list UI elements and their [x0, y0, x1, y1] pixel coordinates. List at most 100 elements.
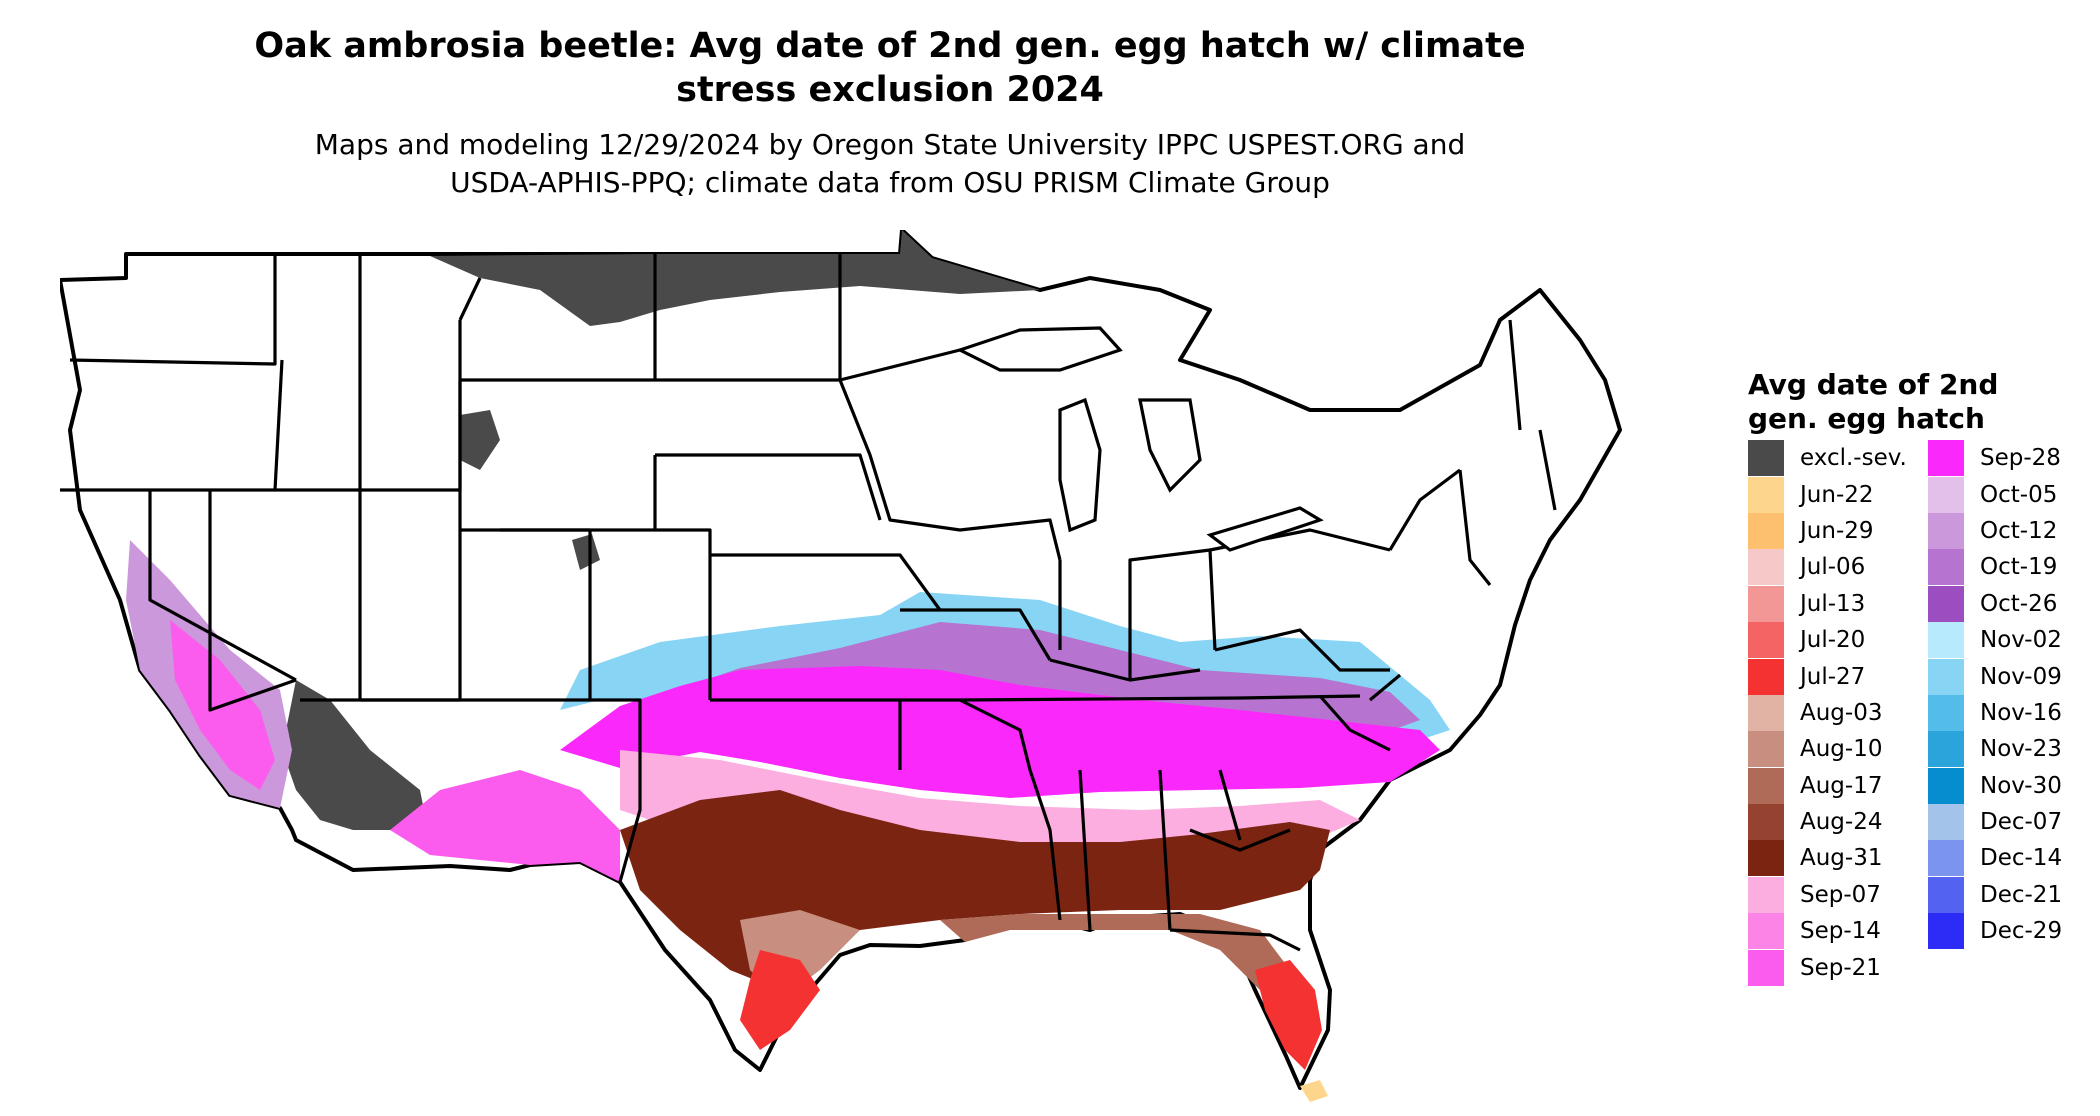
legend-swatch: [1928, 767, 1964, 804]
legend-item: Nov-30: [1928, 767, 2062, 804]
legend-label: Jul-06: [1800, 554, 1866, 581]
legend-swatch: [1748, 658, 1784, 695]
exclusion-zones: [282, 230, 1040, 840]
legend-item: Sep-14: [1748, 913, 1907, 950]
legend-label: Sep-07: [1800, 881, 1881, 908]
legend-label: Jul-27: [1800, 663, 1866, 690]
legend-item: Oct-12: [1928, 512, 2062, 549]
legend-swatch: [1748, 731, 1784, 768]
zone-aug-17-gulf: [940, 914, 1290, 990]
zone-wyoming: [460, 410, 500, 470]
legend-item: Jul-27: [1748, 658, 1907, 695]
legend-label: Oct-19: [1980, 554, 2058, 581]
legend-item: Nov-23: [1928, 731, 2062, 768]
legend-label: Dec-14: [1980, 845, 2063, 872]
legend-label: Aug-10: [1800, 736, 1883, 763]
deep-south-bands: [620, 790, 1330, 1102]
legend-swatch: [1928, 622, 1964, 659]
legend-label: Nov-02: [1980, 627, 2062, 654]
legend-item: Jul-20: [1748, 622, 1907, 659]
legend-swatch: [1748, 512, 1784, 549]
legend-item: Sep-28: [1928, 440, 2062, 477]
legend-swatch: [1928, 549, 1964, 586]
legend-label: Nov-23: [1980, 736, 2062, 763]
legend-label: Dec-29: [1980, 918, 2063, 945]
legend-swatch: [1928, 804, 1964, 841]
legend-item: Jun-29: [1748, 512, 1907, 549]
zone-arizona: [282, 680, 430, 840]
legend-label: Nov-16: [1980, 699, 2062, 726]
legend-swatch: [1748, 804, 1784, 841]
legend-column-1: excl.-sev. Jun-22 Jun-29 Jul-06 Jul-13 Jul-20…: [1748, 440, 1907, 986]
legend-title: Avg date of 2nd gen. egg hatch: [1748, 368, 2068, 436]
legend-item: Nov-09: [1928, 658, 2062, 695]
legend-swatch: [1928, 658, 1964, 695]
legend-item: Dec-07: [1928, 804, 2062, 841]
legend-column-2: Sep-28 Oct-05 Oct-12 Oct-19 Oct-26 Nov-02 Nov-…: [1928, 440, 2063, 950]
conus-map: [60, 230, 1622, 1102]
legend-swatch: [1748, 913, 1784, 950]
legend-label: Sep-28: [1980, 445, 2061, 472]
map-subtitle: Maps and modeling 12/29/2024 by Oregon S…: [180, 126, 1600, 202]
zone-jul-texas: [740, 950, 820, 1050]
legend-swatch: [1748, 767, 1784, 804]
lake-superior: [955, 326, 1123, 372]
legend-label: Jul-20: [1800, 627, 1866, 654]
legend-item: excl.-sev.: [1748, 440, 1907, 477]
legend-title-line-2: gen. egg hatch: [1748, 402, 1985, 435]
map-title: Oak ambrosia beetle: Avg date of 2nd gen…: [180, 24, 1600, 112]
legend-item: Jul-06: [1748, 549, 1907, 586]
legend-swatch: [1928, 476, 1964, 513]
legend-item: Aug-24: [1748, 804, 1907, 841]
legend-swatch: [1748, 622, 1784, 659]
lake-erie: [1206, 506, 1324, 552]
zone-colorado: [572, 534, 600, 570]
legend-item: Aug-17: [1748, 767, 1907, 804]
legend-swatch: [1748, 549, 1784, 586]
legend-item: Oct-19: [1928, 549, 2062, 586]
legend-label: Sep-14: [1800, 918, 1881, 945]
subtitle-line-2: USDA-APHIS-PPQ; climate data from OSU PR…: [450, 166, 1330, 199]
legend-label: Jun-29: [1800, 517, 1874, 544]
legend-label: Aug-24: [1800, 809, 1883, 836]
legend-label: excl.-sev.: [1800, 445, 1907, 472]
legend-swatch: [1748, 840, 1784, 877]
title-line-1: Oak ambrosia beetle: Avg date of 2nd gen…: [254, 26, 1526, 66]
zone-jun-keys: [1300, 1080, 1328, 1102]
legend-label: Nov-09: [1980, 663, 2062, 690]
legend-label: Aug-31: [1800, 845, 1883, 872]
legend-swatch: [1928, 876, 1964, 913]
legend-swatch: [1928, 840, 1964, 877]
legend-item: Sep-21: [1748, 949, 1907, 986]
legend-item: Aug-31: [1748, 840, 1907, 877]
legend-label: Oct-26: [1980, 590, 2058, 617]
legend-item: Sep-07: [1748, 876, 1907, 913]
legend-swatch: [1748, 476, 1784, 513]
legend-item: Dec-14: [1928, 840, 2063, 877]
legend-title-line-1: Avg date of 2nd: [1748, 368, 1999, 401]
zone-southwest-pink: [390, 770, 620, 882]
lake-michigan: [1058, 397, 1102, 533]
legend-label: Sep-21: [1800, 954, 1881, 981]
legend-item: Oct-05: [1928, 476, 2062, 513]
legend-swatch: [1748, 694, 1784, 731]
legend-swatch: [1748, 876, 1784, 913]
legend-item: Dec-29: [1928, 913, 2063, 950]
title-line-2: stress exclusion 2024: [676, 70, 1104, 110]
legend-label: Dec-21: [1980, 881, 2063, 908]
legend-swatch: [1748, 440, 1784, 477]
zone-jul-florida: [1255, 960, 1322, 1070]
legend-swatch: [1928, 440, 1964, 477]
legend-item: Jul-13: [1748, 585, 1907, 622]
legend-swatch: [1928, 512, 1964, 549]
legend-label: Aug-17: [1800, 772, 1883, 799]
legend-swatch: [1928, 585, 1964, 622]
legend-label: Jul-13: [1800, 590, 1866, 617]
legend-item: Nov-16: [1928, 694, 2062, 731]
great-lakes: [955, 326, 1324, 552]
legend-label: Aug-03: [1800, 699, 1883, 726]
legend-label: Oct-12: [1980, 517, 2058, 544]
legend-item: Aug-03: [1748, 694, 1907, 731]
legend-item: Nov-02: [1928, 622, 2062, 659]
legend-item: Aug-10: [1748, 731, 1907, 768]
